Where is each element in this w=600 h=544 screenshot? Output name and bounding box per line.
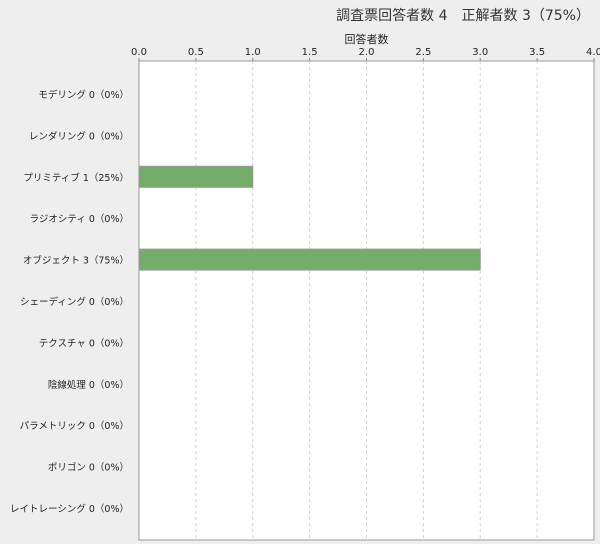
x-axis-label: 回答者数 bbox=[344, 33, 389, 46]
y-category-label: オブジェクト 3（75%） bbox=[23, 255, 129, 267]
y-category-label: モデリング 0（0%） bbox=[38, 89, 129, 101]
y-category-label: レンダリング 0（0%） bbox=[29, 130, 129, 142]
y-category-label: ラジオシティ 0（0%） bbox=[30, 213, 129, 225]
x-tick-label: 3.0 bbox=[472, 47, 488, 58]
x-tick-label: 2.5 bbox=[415, 47, 431, 58]
chart-title: 調査票回答者数 4 正解者数 3（75%） bbox=[336, 8, 590, 24]
y-category-label: テクスチャ 0（0%） bbox=[39, 337, 129, 349]
x-tick-label: 0.5 bbox=[188, 47, 204, 58]
y-category-label: レイトレーシング 0（0%） bbox=[10, 503, 129, 515]
y-category-label: パラメトリック 0（0%） bbox=[20, 420, 129, 432]
x-tick-label: 1.5 bbox=[302, 47, 318, 58]
bar bbox=[138, 248, 481, 271]
y-category-label: シェーディング 0（0%） bbox=[20, 296, 129, 308]
x-tick-label: 2.0 bbox=[359, 47, 375, 58]
y-category-label: 陰線処理 0（0%） bbox=[48, 379, 129, 391]
x-tick-label: 4.0 bbox=[586, 47, 600, 58]
x-tick-label: 1.0 bbox=[245, 47, 261, 58]
plot-area bbox=[138, 60, 595, 541]
y-category-label: プリミティブ 1（25%） bbox=[23, 172, 129, 184]
x-tick-label: 3.5 bbox=[529, 47, 545, 58]
x-tick-label: 0.0 bbox=[131, 47, 147, 58]
bar bbox=[138, 165, 254, 188]
y-category-label: ポリゴン 0（0%） bbox=[48, 462, 129, 474]
